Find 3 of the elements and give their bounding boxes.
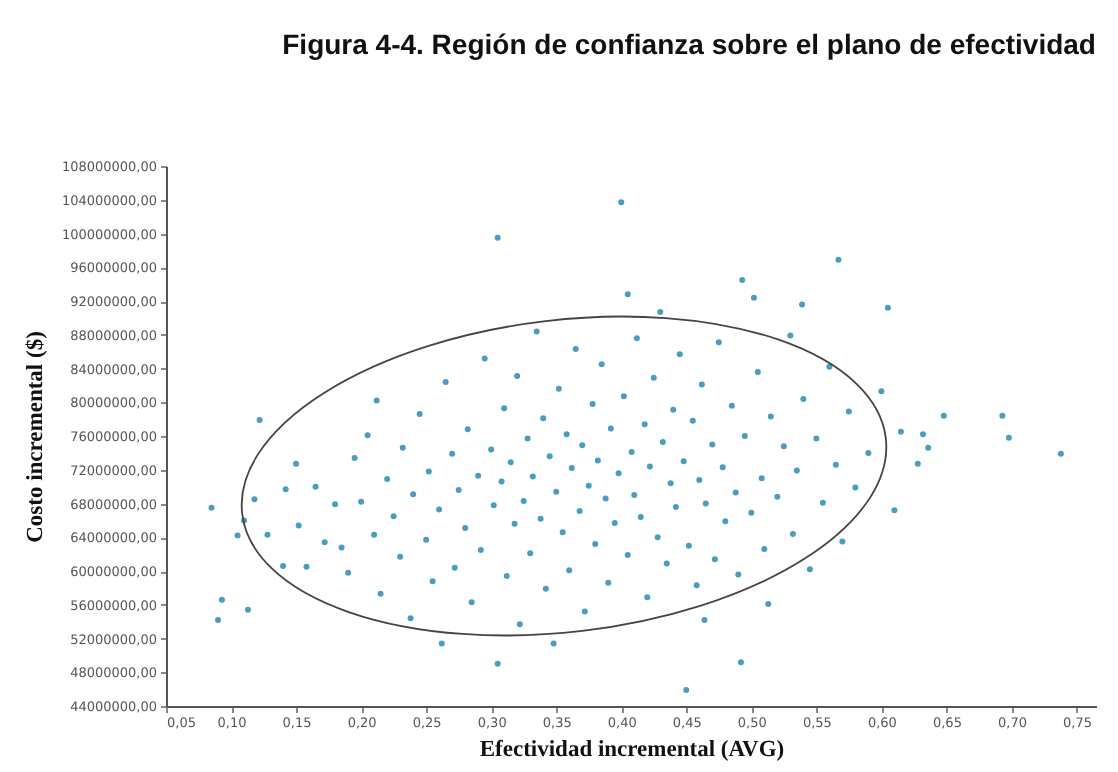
x-axis-title: Efectividad incremental (AVG) bbox=[479, 738, 785, 762]
chart-title: Figura 4-4. Región de confianza sobre el plano de efectividad bbox=[282, 28, 1096, 60]
y-axis-title: Costo incremental ($) bbox=[23, 330, 48, 543]
